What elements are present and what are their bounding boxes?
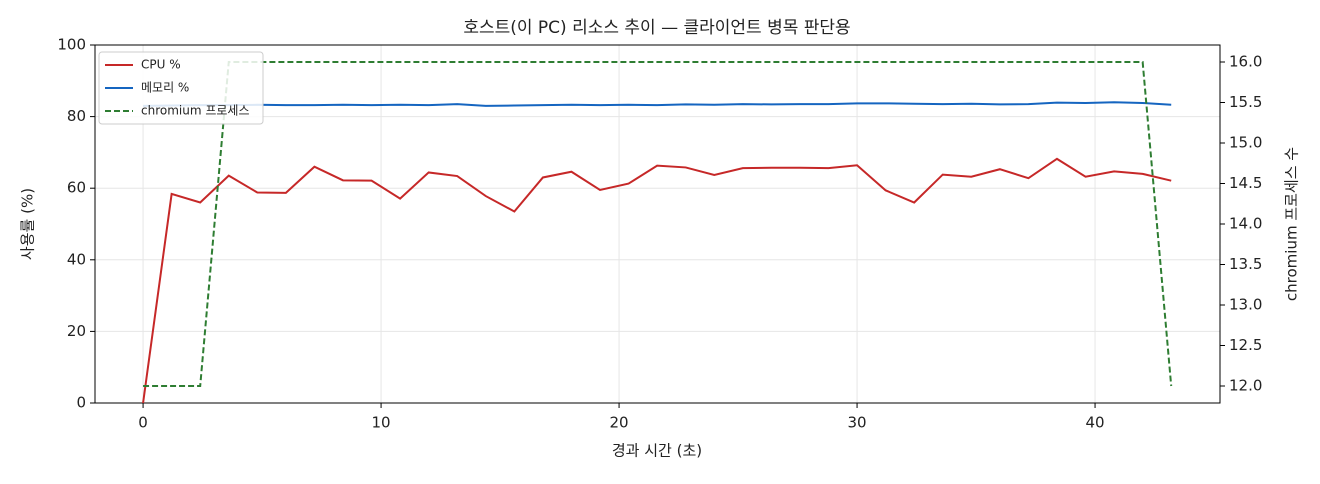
chart-title: 호스트(이 PC) 리소스 추이 — 클라이언트 병목 판단용 — [463, 18, 850, 38]
y-tick-label: 80 — [67, 107, 86, 125]
y2-tick-label: 16.0 — [1229, 53, 1262, 71]
y2-tick-label: 13.0 — [1229, 295, 1262, 313]
x-tick-label: 30 — [848, 414, 867, 432]
y-tick-label: 60 — [67, 179, 86, 197]
series-line — [143, 61, 1173, 387]
y-axis-label: 사용률 (%) — [19, 188, 37, 260]
y2-tick-label: 14.5 — [1229, 174, 1262, 192]
x-axis-label: 경과 시간 (초) — [612, 442, 702, 460]
x-tick-label: 40 — [1086, 414, 1105, 432]
legend-box — [98, 51, 264, 125]
legend-label: 메모리 % — [141, 81, 189, 95]
x-tick-label: 0 — [138, 414, 148, 432]
y-tick-label: 40 — [67, 250, 86, 268]
y2-tick-label: 12.5 — [1229, 336, 1262, 354]
y2-tick-label: 13.5 — [1229, 255, 1262, 273]
y2-tick-label: 15.0 — [1229, 134, 1262, 152]
y-tick-label: 20 — [67, 322, 86, 340]
y-tick-label: 0 — [76, 394, 86, 412]
legend-label: chromium 프로세스 — [141, 104, 250, 118]
series-line — [143, 101, 1172, 107]
plot-frame — [94, 44, 1221, 404]
series-line — [142, 157, 1172, 404]
y2-tick-label: 14.0 — [1229, 215, 1262, 233]
y2-axis-label: chromium 프로세스 수 — [1283, 147, 1301, 301]
x-tick-label: 10 — [372, 414, 391, 432]
y2-tick-label: 15.5 — [1229, 93, 1262, 111]
x-tick-label: 20 — [610, 414, 629, 432]
y2-tick-label: 12.0 — [1229, 376, 1262, 394]
y-tick-label: 100 — [57, 36, 86, 54]
legend-label: CPU % — [141, 58, 181, 72]
